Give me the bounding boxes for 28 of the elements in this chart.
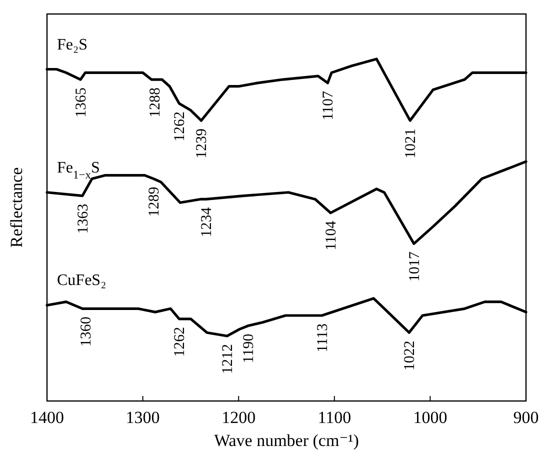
annotation: 1234 xyxy=(199,206,216,238)
x-tick-label: 900 xyxy=(513,408,539,427)
x-tick-label: 1300 xyxy=(126,408,160,427)
annotation: 1288 xyxy=(147,88,164,118)
series-label: Fe₂S xyxy=(57,36,88,54)
x-tick-label: 1100 xyxy=(318,408,352,427)
series-label: Fe$_{1−x}$S xyxy=(57,159,100,182)
annotation: 1107 xyxy=(320,90,337,120)
annotation: 1262 xyxy=(172,111,188,142)
series-label: CuFeS₂ xyxy=(57,272,106,290)
x-tick-label: 1000 xyxy=(413,408,448,427)
annotation: 1262 xyxy=(172,326,188,357)
annotation: 1363 xyxy=(75,204,92,234)
annotation: 1365 xyxy=(74,88,90,118)
annotation: 1022 xyxy=(402,340,418,371)
x-tick-label: 1400 xyxy=(30,408,64,427)
annotation: 1212 xyxy=(220,344,236,374)
annotation: 1239 xyxy=(194,128,210,159)
x-tick-label: 1200 xyxy=(222,408,256,427)
annotation: 1021 xyxy=(403,128,420,159)
annotation: 1113 xyxy=(314,324,331,352)
annotation: 1104 xyxy=(324,220,340,250)
y-axis-title: Reflectance xyxy=(7,167,26,248)
x-axis-title: Wave number (cm⁻¹) xyxy=(214,431,359,450)
annotation: 1190 xyxy=(241,334,258,364)
annotation: 1289 xyxy=(146,186,162,217)
annotation: 1360 xyxy=(78,316,94,347)
annotation: 1017 xyxy=(406,251,423,282)
